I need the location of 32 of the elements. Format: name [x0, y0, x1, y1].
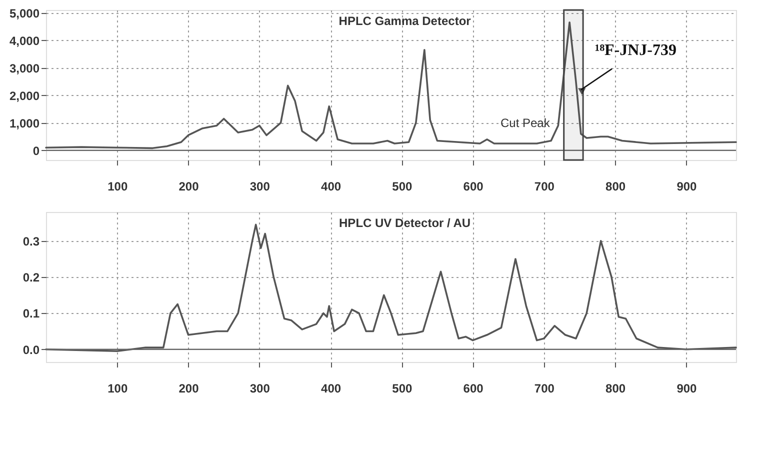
y-tick-label: 0.2: [22, 270, 40, 285]
x-tick-label: 100: [108, 180, 128, 194]
x-tick-label: 500: [392, 180, 412, 194]
x-tick-label: 300: [250, 180, 270, 194]
y-tick-label: 5,000: [9, 6, 40, 20]
x-tick-label: 700: [534, 180, 555, 194]
x-tick-label: 300: [250, 382, 270, 396]
y-tick-label: 3,000: [9, 61, 40, 76]
annotation: ¹⁸F-JNJ-739: [594, 42, 677, 59]
y-tick-label: 0: [32, 144, 40, 158]
y-tick-label: 4,000: [9, 34, 40, 48]
y-tick-label: 2,000: [9, 88, 40, 103]
x-tick-label: 400: [321, 382, 342, 396]
x-tick-label: 200: [178, 382, 200, 396]
chart-title: HPLC Gamma Detector: [338, 14, 472, 28]
y-tick-label: 0.1: [22, 306, 40, 321]
x-tick-label: 400: [321, 180, 342, 194]
x-tick-label: 600: [463, 180, 484, 194]
x-tick-label: 900: [676, 180, 698, 194]
x-tick-label: 200: [178, 180, 200, 194]
x-tick-label: 100: [108, 382, 128, 396]
x-tick-label: 800: [606, 382, 626, 396]
x-tick-label: 900: [676, 382, 698, 396]
x-tick-label: 700: [534, 382, 555, 396]
y-tick-label: 0.3: [22, 234, 40, 248]
x-tick-label: 500: [392, 382, 412, 396]
x-tick-label: 600: [463, 382, 484, 396]
band-label: Cut Peak: [500, 116, 551, 130]
chart-title: HPLC UV Detector / AU: [339, 216, 471, 230]
y-tick-label: 0.0: [22, 342, 40, 357]
x-tick-label: 800: [606, 180, 626, 194]
y-tick-label: 1,000: [9, 116, 40, 130]
